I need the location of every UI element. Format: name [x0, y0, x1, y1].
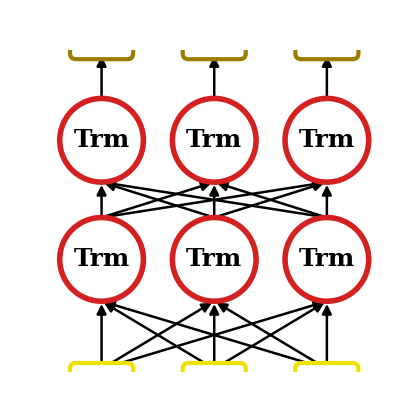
Circle shape: [172, 217, 256, 301]
Circle shape: [60, 99, 143, 182]
Circle shape: [60, 217, 143, 301]
Text: Trm: Trm: [186, 128, 242, 152]
Text: Trm: Trm: [74, 128, 130, 152]
Circle shape: [285, 99, 369, 182]
Text: Trm: Trm: [186, 247, 242, 271]
Circle shape: [285, 217, 369, 301]
Text: Trm: Trm: [299, 128, 355, 152]
FancyBboxPatch shape: [70, 15, 133, 59]
Text: Trm: Trm: [74, 247, 130, 271]
Circle shape: [172, 99, 256, 182]
FancyBboxPatch shape: [183, 363, 246, 407]
FancyBboxPatch shape: [296, 15, 358, 59]
FancyBboxPatch shape: [70, 363, 133, 407]
FancyBboxPatch shape: [296, 363, 358, 407]
FancyBboxPatch shape: [183, 15, 246, 59]
Text: Trm: Trm: [299, 247, 355, 271]
